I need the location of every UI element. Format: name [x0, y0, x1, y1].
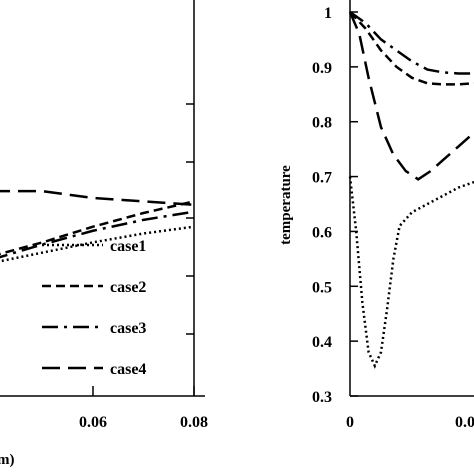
left-legend: case1 case2 case3 case4 [42, 238, 146, 378]
legend-label-case3: case3 [110, 320, 146, 337]
right-y-tick-label: 0.6 [312, 224, 332, 241]
right-x-tick-label: 0.0 [455, 414, 474, 431]
right-y-tick-label: 0.9 [312, 60, 332, 77]
right-y-ticks: 0.3 0.4 0.5 0.6 0.7 0.8 0.9 1 [312, 5, 358, 406]
left-series-group [0, 189, 195, 263]
right-y-tick-label: 0.5 [312, 279, 332, 296]
right-y-tick-label: 0.3 [312, 389, 332, 406]
right-y-tick-label: 0.4 [312, 334, 332, 351]
left-panel: 0.06 0.08 m) case1 case2 case3 case4 [0, 0, 208, 468]
legend-label-case4: case4 [110, 361, 146, 378]
right-series-line-2 [348, 11, 474, 181]
legend-label-case1: case1 [110, 238, 146, 255]
right-y-tick-label: 1 [324, 5, 332, 22]
series-line-case4 [0, 189, 195, 207]
legend-label-case2: case2 [110, 279, 146, 296]
right-series-line-1 [348, 176, 474, 369]
left-x-tick-label: 0.08 [180, 414, 208, 431]
right-x-tick-label: 0 [346, 414, 354, 431]
right-series-line-3 [349, 10, 474, 75]
series-line-case2 [0, 200, 195, 256]
series-line-case1 [0, 225, 195, 263]
right-y-axis-label: temperature [278, 165, 294, 245]
series-line-case3 [0, 210, 195, 259]
right-y-tick-label: 0.7 [312, 170, 332, 187]
right-panel: 0.3 0.4 0.5 0.6 0.7 0.8 0.9 1 0 0.0 temperature [278, 0, 474, 431]
left-x-axis-label: m) [0, 452, 15, 468]
right-series-group [348, 10, 474, 369]
right-series-line-4 [349, 11, 474, 86]
left-x-tick-label: 0.06 [79, 414, 107, 431]
right-y-tick-label: 0.8 [312, 115, 332, 132]
